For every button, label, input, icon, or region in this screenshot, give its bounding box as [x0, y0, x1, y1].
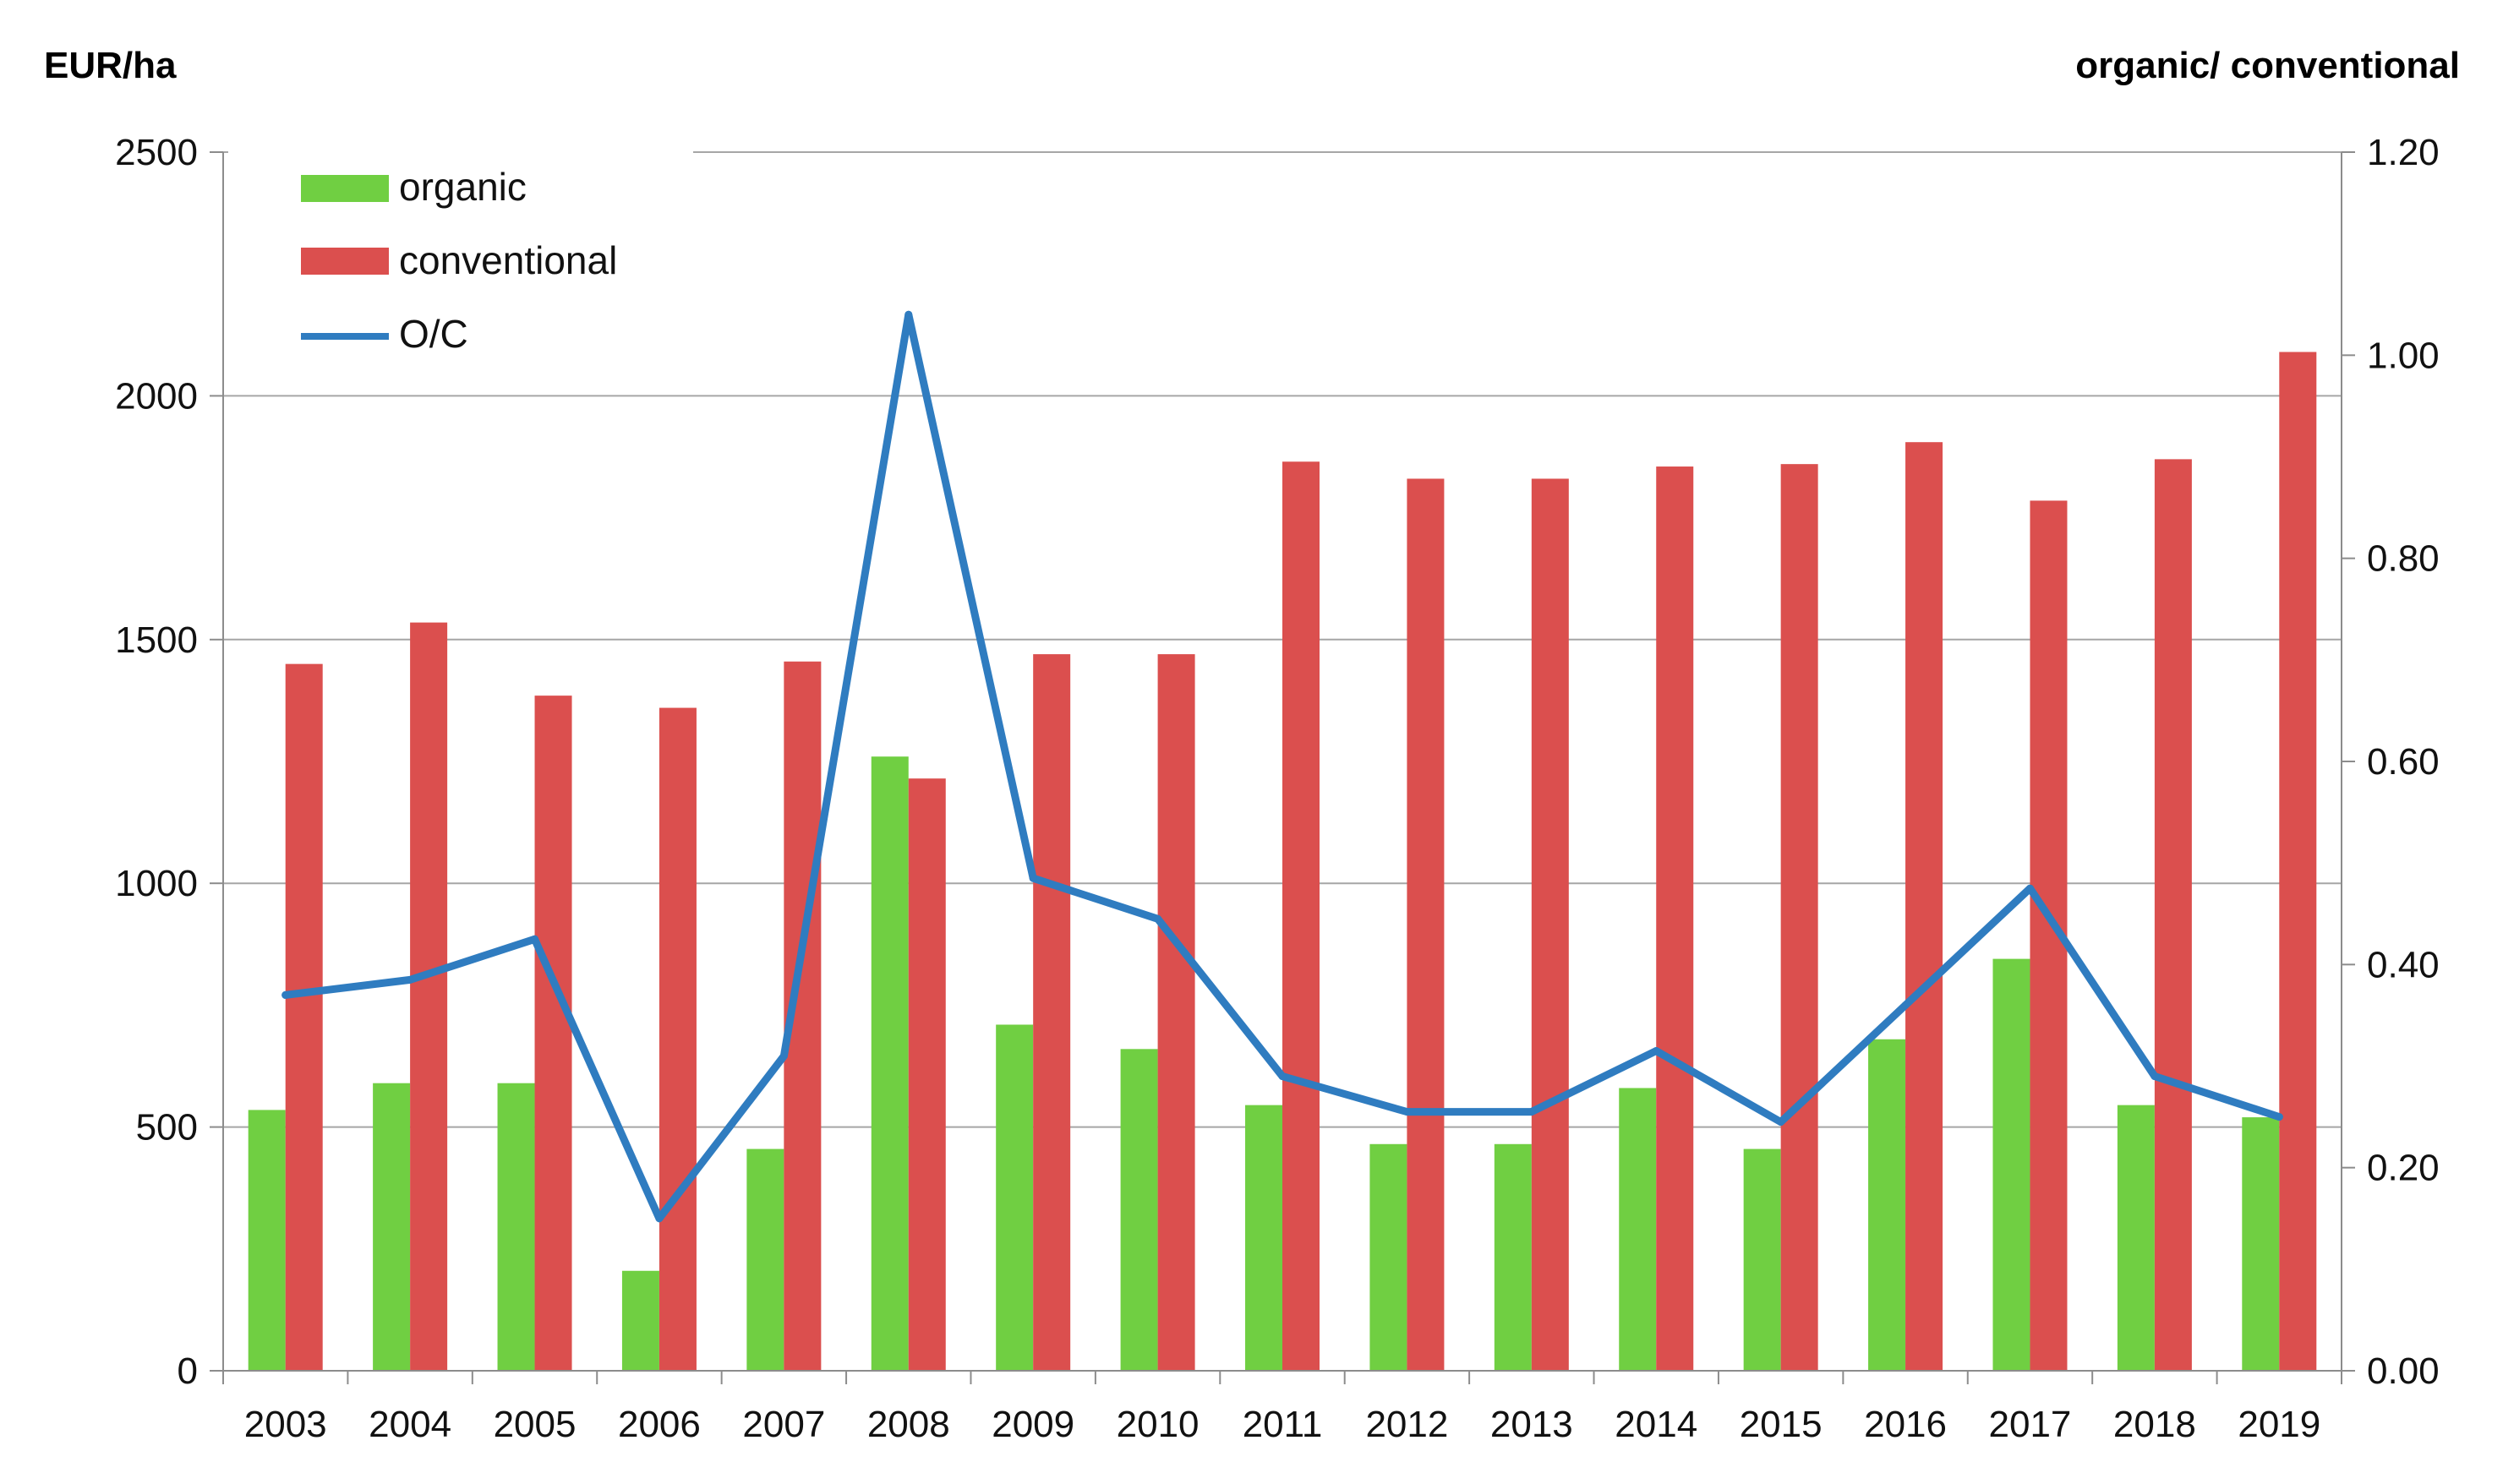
x-tick-label: 2016 — [1864, 1404, 1947, 1445]
point-oc-2003 — [281, 990, 290, 999]
bar-organic-2007 — [746, 1148, 784, 1371]
y-left-axis-title: EUR/ha — [44, 45, 177, 86]
bar-conventional-2006 — [659, 707, 697, 1371]
y-right-tick-label: 0.20 — [2367, 1148, 2440, 1189]
bar-organic-2009 — [996, 1024, 1034, 1371]
legend-label-oc: O/C — [399, 312, 468, 356]
legend: organic conventional O/C — [228, 125, 693, 379]
x-tick-label: 2006 — [618, 1404, 701, 1445]
bar-conventional-2005 — [534, 696, 572, 1371]
legend-swatch-organic — [301, 175, 389, 202]
point-oc-2013 — [1527, 1108, 1536, 1116]
point-oc-2018 — [2151, 1072, 2159, 1081]
bar-conventional-2010 — [1157, 654, 1195, 1371]
x-tick-label: 2012 — [1365, 1404, 1448, 1445]
bar-organic-2013 — [1494, 1143, 1532, 1371]
tick-labels: 0 500 1000 1500 2000 2500 0.00 0.20 0.40 0.60 0.80… — [115, 132, 2440, 1445]
x-tick-label: 2009 — [992, 1404, 1074, 1445]
y-right-tick-label: 0.00 — [2367, 1350, 2440, 1392]
bar-organic-2011 — [1245, 1105, 1282, 1371]
y-left-tick-label: 500 — [136, 1107, 198, 1148]
bar-conventional-2015 — [1780, 464, 1818, 1371]
y-right-tick-label: 1.00 — [2367, 335, 2440, 376]
bar-conventional-2012 — [1407, 478, 1445, 1371]
bar-organic-2010 — [1120, 1049, 1158, 1371]
ratio-line — [281, 310, 2283, 1223]
point-oc-2010 — [1154, 914, 1162, 923]
bar-conventional-2011 — [1282, 461, 1320, 1371]
bar-organic-2019 — [2242, 1117, 2280, 1371]
bar-organic-2004 — [373, 1083, 411, 1371]
point-oc-2019 — [2275, 1113, 2283, 1121]
point-oc-2012 — [1402, 1108, 1411, 1116]
point-oc-2006 — [655, 1214, 664, 1223]
y-right-tick-label: 0.40 — [2367, 944, 2440, 985]
point-oc-2007 — [779, 1051, 788, 1060]
x-tick-label: 2003 — [244, 1404, 327, 1445]
bar-organic-2012 — [1369, 1143, 1407, 1371]
y-left-tick-label: 2500 — [115, 132, 198, 173]
bar-conventional-2003 — [285, 663, 323, 1371]
point-oc-2005 — [531, 935, 539, 943]
bar-organic-2008 — [871, 756, 909, 1371]
point-oc-2017 — [2025, 884, 2034, 892]
point-oc-2011 — [1278, 1072, 1287, 1081]
y-right-axis-title: organic/ conventional — [2075, 45, 2460, 86]
y-right-tick-label: 1.20 — [2367, 132, 2440, 173]
bar-organic-2003 — [248, 1110, 286, 1371]
bars — [248, 352, 2317, 1371]
x-tick-label: 2005 — [494, 1404, 577, 1445]
bar-organic-2017 — [1992, 958, 2030, 1371]
bar-organic-2016 — [1868, 1039, 1906, 1371]
bar-organic-2015 — [1743, 1148, 1781, 1371]
y-left-tick-label: 1000 — [115, 863, 198, 904]
y-left-tick-label: 0 — [178, 1350, 198, 1392]
bar-organic-2014 — [1619, 1088, 1657, 1371]
bar-conventional-2014 — [1656, 466, 1694, 1371]
legend-swatch-conventional — [301, 248, 389, 275]
bar-conventional-2013 — [1531, 478, 1569, 1371]
bar-conventional-2008 — [908, 778, 946, 1371]
y-right-tick-label: 0.60 — [2367, 741, 2440, 783]
x-tick-label: 2010 — [1117, 1404, 1200, 1445]
x-tick-label: 2007 — [742, 1404, 825, 1445]
bar-conventional-2009 — [1033, 654, 1071, 1371]
legend-label-conventional: conventional — [399, 238, 617, 282]
bar-conventional-2016 — [1905, 442, 1943, 1371]
point-oc-2014 — [1652, 1046, 1660, 1055]
y-right-tick-label: 0.80 — [2367, 538, 2440, 580]
legend-label-organic: organic — [399, 165, 527, 209]
x-tick-label: 2017 — [1989, 1404, 2072, 1445]
x-tick-label: 2019 — [2238, 1404, 2320, 1445]
x-tick-label: 2015 — [1740, 1404, 1823, 1445]
x-tick-label: 2014 — [1615, 1404, 1697, 1445]
y-left-tick-label: 1500 — [115, 619, 198, 661]
point-oc-2009 — [1029, 874, 1037, 882]
point-oc-2004 — [406, 975, 414, 984]
bar-conventional-2018 — [2154, 459, 2192, 1371]
bar-conventional-2004 — [410, 622, 448, 1371]
point-oc-2008 — [904, 310, 913, 319]
point-oc-2016 — [1901, 1001, 1910, 1009]
bar-conventional-2019 — [2279, 352, 2317, 1371]
point-oc-2015 — [1777, 1118, 1785, 1127]
bar-organic-2006 — [621, 1270, 659, 1371]
x-tick-label: 2011 — [1243, 1404, 1323, 1445]
y-left-tick-label: 2000 — [115, 375, 198, 417]
x-tick-label: 2018 — [2113, 1404, 2196, 1445]
bar-organic-2018 — [2117, 1105, 2155, 1371]
x-tick-label: 2013 — [1490, 1404, 1573, 1445]
x-tick-label: 2004 — [369, 1404, 451, 1445]
bar-organic-2005 — [497, 1083, 535, 1371]
x-tick-label: 2008 — [867, 1404, 950, 1445]
axes — [210, 151, 2355, 1384]
